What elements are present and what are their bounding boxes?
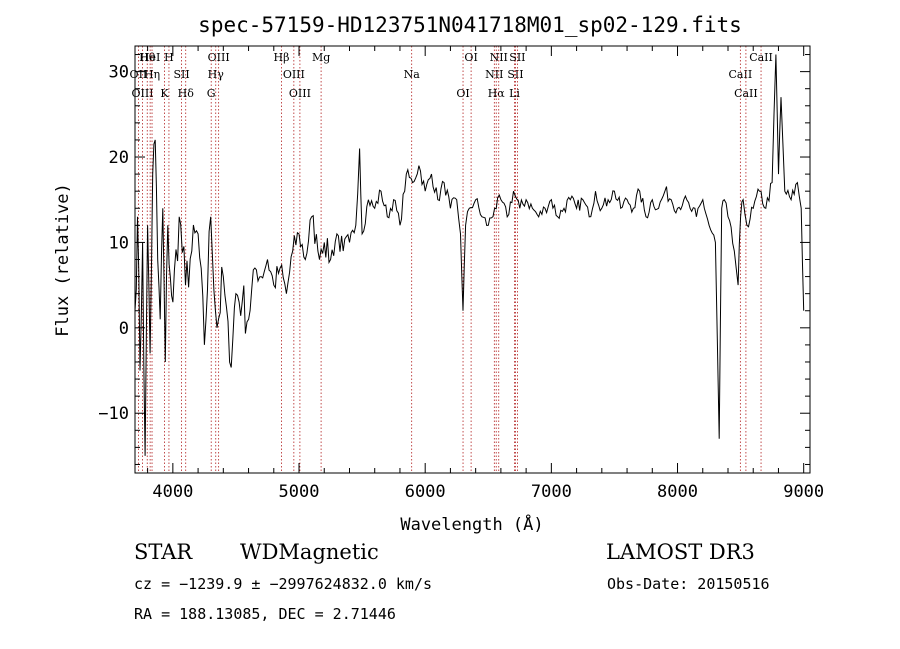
marker-label: Hγ [208, 68, 225, 81]
marker-label: OIII [208, 51, 230, 64]
marker-label: SII [507, 68, 523, 81]
x-axis-label: Wavelength (Å) [400, 513, 543, 535]
marker-label: SII [509, 51, 525, 64]
redshift-line: cz = −1239.9 ± −2997624832.0 km/s [134, 575, 432, 593]
marker-label: Hθ [139, 51, 156, 64]
marker-label: G [207, 87, 216, 100]
y-axis-label: Flux (relative) [53, 183, 73, 337]
y-tick-label: 0 [119, 319, 129, 339]
marker-label: K [160, 87, 169, 100]
x-tick-label: 9000 [783, 482, 824, 502]
marker-label: OIII [283, 68, 305, 81]
y-tick-label: 20 [109, 148, 129, 168]
marker-label: Hβ [274, 51, 290, 64]
x-tick-label: 6000 [405, 482, 446, 502]
marker-label: Hη [144, 68, 160, 81]
marker-label: Hδ [178, 87, 195, 100]
marker-label: OI [456, 87, 469, 100]
y-tick-label: 30 [109, 63, 129, 83]
marker-label: Hα [488, 87, 506, 100]
plot-axes: 4000 5000 6000 7000 8000 9000 −10 0 10 20 30 [98, 45, 824, 502]
line-markers: HθOIIOIIIHeIHηKHSIIHδOIIIHγGHβOIIIOIIIMg… [130, 46, 773, 473]
x-tick-label: 8000 [657, 482, 698, 502]
marker-label: HeI [140, 51, 160, 64]
marker-label: CaII [749, 51, 773, 64]
marker-label: H [164, 51, 174, 64]
marker-label: Na [404, 68, 421, 81]
y-tick-label: −10 [98, 404, 129, 424]
object-subclass: WDMagnetic [240, 540, 379, 564]
marker-label: OIII [132, 87, 154, 100]
marker-label: Mg [312, 51, 330, 64]
survey-name: LAMOST DR3 [606, 540, 755, 564]
spectrum-series [134, 54, 805, 456]
marker-label: OI [464, 51, 477, 64]
spectrum-line [134, 54, 805, 456]
x-tick-label: 5000 [279, 482, 320, 502]
coordinates-line: RA = 188.13085, DEC = 2.71446 [134, 605, 396, 623]
marker-label: OIII [289, 87, 311, 100]
object-class: STAR [134, 540, 193, 564]
y-tick-label: 10 [109, 233, 129, 253]
x-tick-label: 4000 [152, 482, 193, 502]
marker-label: SII [173, 68, 189, 81]
plot-frame [134, 45, 811, 474]
obs-date: Obs-Date: 20150516 [607, 575, 770, 593]
marker-label: NII [485, 68, 503, 81]
chart-title: spec-57159-HD123751N041718M01_sp02-129.f… [198, 13, 742, 37]
marker-label: NII [490, 51, 508, 64]
marker-label: CaII [734, 87, 758, 100]
marker-label: Li [509, 87, 520, 100]
marker-label: CaII [729, 68, 753, 81]
x-tick-label: 7000 [531, 482, 572, 502]
